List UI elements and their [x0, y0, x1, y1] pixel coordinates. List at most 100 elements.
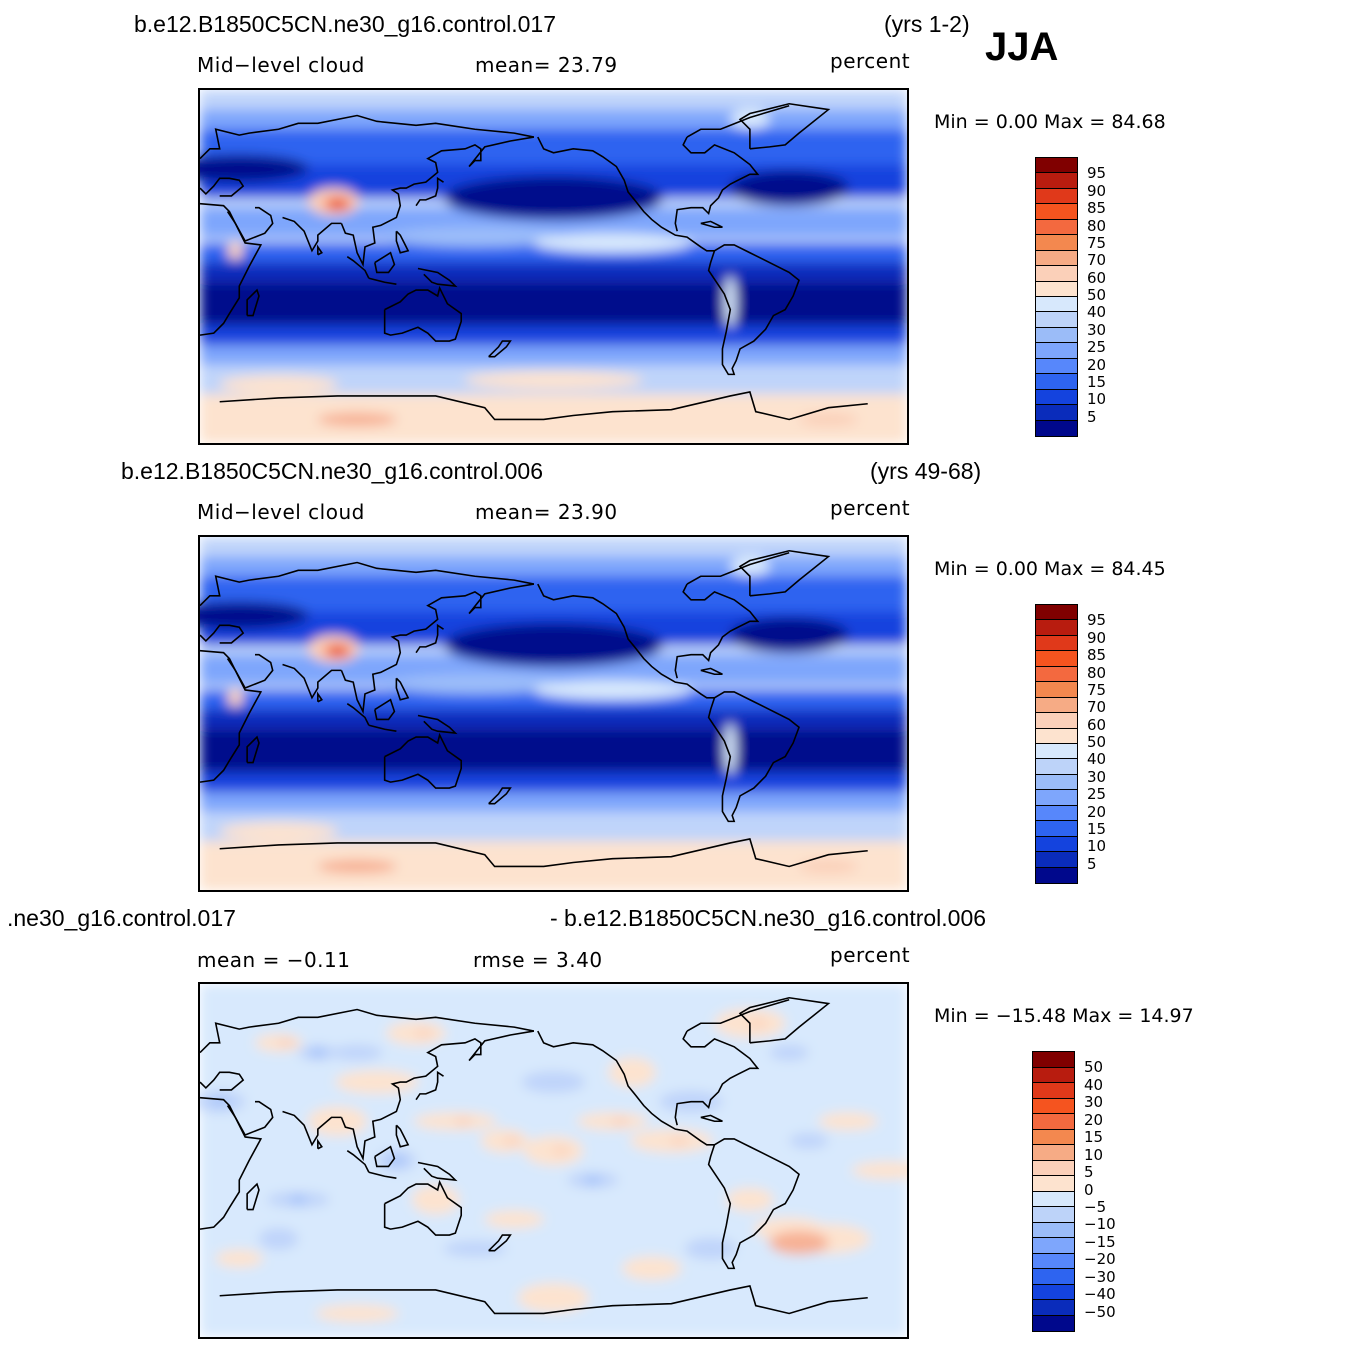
colorbar-swatch: [1036, 651, 1077, 667]
season-label: JJA: [985, 25, 1059, 69]
colorbar-tick-label: 85: [1087, 199, 1107, 218]
field-band: [200, 772, 907, 792]
colorbar-tick-label: 30: [1084, 1093, 1104, 1112]
field-contour: [454, 1117, 473, 1126]
field-contour: [218, 375, 339, 394]
coastline: [340, 136, 535, 268]
field-contour: [414, 1029, 433, 1037]
coastline: [340, 1030, 535, 1162]
field-contour: [724, 276, 737, 328]
panel1-case-name: b.e12.B1850C5CN.ne30_g16.control.017: [134, 11, 556, 37]
coastline: [415, 623, 444, 654]
coastline: [674, 1030, 760, 1126]
field-layer: [200, 90, 907, 443]
field-layer: [200, 537, 907, 890]
colorbar-swatch: [1033, 1098, 1074, 1114]
panel1-units: percent: [830, 49, 911, 73]
colorbar-swatch: [1036, 235, 1077, 251]
colorbar-swatch: [1036, 358, 1077, 375]
colorbar-tick-label: 25: [1087, 338, 1107, 357]
colorbar-swatch: [1033, 1284, 1074, 1300]
colorbar-tick-label: 85: [1087, 646, 1107, 665]
coastline: [700, 220, 723, 229]
colorbar-swatch: [1033, 1269, 1074, 1285]
field-contour: [748, 1019, 767, 1028]
colorbar-swatch: [1036, 204, 1077, 220]
field-band: [200, 262, 907, 283]
colorbar-swatch: [1033, 1145, 1074, 1161]
coastlines: [200, 996, 868, 1315]
coastline: [417, 1161, 458, 1182]
colorbar-tick-label: −40: [1084, 1285, 1116, 1304]
colorbar-tick-label: 40: [1087, 303, 1107, 322]
field-band: [200, 242, 907, 263]
coastline: [317, 1138, 323, 1150]
coastlines: [200, 102, 868, 421]
colorbar-swatch: [1033, 1160, 1074, 1176]
coastline: [686, 551, 790, 585]
colorbar-swatch: [1036, 666, 1077, 683]
field-contour: [726, 1187, 774, 1212]
coastline: [738, 996, 831, 1044]
colorbar-swatch: [1036, 327, 1077, 344]
coastline: [200, 1096, 263, 1230]
colorbar-tick-label: 90: [1087, 181, 1107, 200]
coastline: [415, 1070, 444, 1101]
colorbar-tick-label: 95: [1087, 611, 1107, 630]
colorbar-swatch: [1033, 1238, 1074, 1254]
colorbar-tick-label: 70: [1087, 251, 1107, 270]
colorbar-tick-label: 50: [1087, 286, 1107, 304]
colorbar-tick-label: 80: [1087, 216, 1107, 235]
map-canvas: [200, 984, 907, 1337]
colorbar-tick-label: 0: [1084, 1180, 1094, 1199]
coastline: [537, 136, 715, 252]
field-contour: [769, 1044, 810, 1061]
colorbar-tick-label: −5: [1084, 1197, 1107, 1216]
colorbar-swatch: [1036, 620, 1077, 636]
field-contour: [684, 1237, 737, 1260]
colorbar-swatch: [1033, 1315, 1074, 1331]
field-contour: [670, 1136, 689, 1145]
colorbar-swatch: [1036, 219, 1077, 236]
field-contour: [331, 1044, 383, 1061]
coastline: [374, 698, 396, 721]
colorbar-swatch: [1036, 744, 1077, 760]
field-contour: [818, 1112, 878, 1131]
panel3-minmax: Min = −15.48 Max = 14.97: [934, 1005, 1194, 1027]
field-contour: [608, 1057, 656, 1088]
field-contour: [317, 859, 397, 874]
coastlines: [200, 549, 868, 868]
colorbar-tick-label: 60: [1087, 715, 1107, 734]
colorbar-tick-label: 40: [1084, 1075, 1104, 1094]
colorbar-swatch: [1033, 1191, 1074, 1207]
colorbar-swatch: [1036, 374, 1077, 390]
coastline: [707, 1138, 800, 1270]
coastline: [417, 267, 458, 288]
colorbar-tick-label: 40: [1087, 750, 1107, 769]
panel3-rmse: rmse = 3.40: [473, 948, 603, 972]
coastline: [707, 691, 800, 823]
colorbar-swatch: [1036, 697, 1077, 714]
coastline: [200, 114, 535, 160]
colorbar-swatch: [1033, 1176, 1074, 1192]
colorbar-swatch: [1033, 1067, 1074, 1083]
colorbar-tick-label: −10: [1084, 1215, 1116, 1234]
field-band: [200, 282, 907, 326]
coastline: [282, 1110, 342, 1147]
coastline: [226, 1100, 274, 1136]
field-contour: [521, 1071, 586, 1093]
coastline: [200, 624, 245, 644]
field-contour: [227, 241, 244, 260]
field-contour: [215, 1249, 264, 1268]
field-contour: [729, 617, 849, 653]
colorbar-swatch: [1036, 713, 1077, 729]
field-band: [200, 709, 907, 730]
coastline: [200, 1071, 245, 1091]
field-contour: [443, 1240, 507, 1257]
panel2-map: [198, 535, 909, 892]
coastline: [200, 649, 263, 783]
colorbar-swatch: [1036, 805, 1077, 822]
colorbar-swatch: [1033, 1083, 1074, 1099]
coastline: [200, 177, 245, 197]
coastline: [246, 735, 260, 764]
